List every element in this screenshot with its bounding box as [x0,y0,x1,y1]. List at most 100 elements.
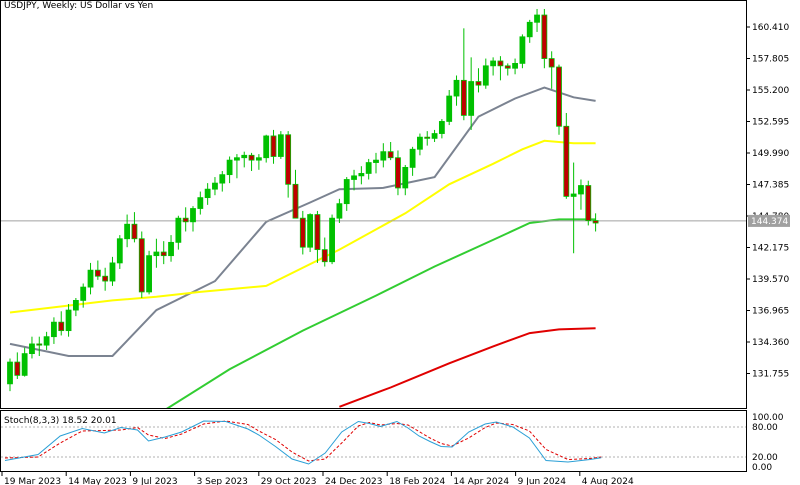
price-tick-label: 147.385 [752,181,789,191]
candle-body [270,135,277,157]
candle-body [314,214,321,251]
moving-averages [1,86,746,408]
candle-body [351,175,357,180]
candle-body [329,217,335,263]
stoch-lines [4,420,602,465]
price-tick-label: 142.175 [752,244,789,254]
candle-body [219,174,226,184]
candle-body [548,58,555,68]
candle-body [285,134,292,185]
candle-body [160,251,167,257]
candle-body [80,286,87,301]
candle-body [402,166,409,189]
candle-body [131,223,138,240]
candle-body [578,185,584,195]
current-price-badge [748,214,790,227]
date-tick-label: 29 Oct 2023 [261,477,317,485]
candle-body [146,255,152,293]
candle-body [168,241,174,257]
candle-body [446,95,453,122]
candle-body [468,81,475,116]
date-tick-label: 14 Apr 2024 [453,477,509,485]
stoch-main-line [4,420,602,465]
stoch-label: Stoch(8,3,3) 18.52 20.01 [4,416,117,426]
price-tick-label: 152.595 [752,118,789,128]
stoch-level-label: 0.00 [752,463,772,473]
candle-body [475,81,482,86]
candle-body [175,217,182,243]
candle-body [255,157,262,161]
candle-body [226,159,233,176]
candle-body [43,336,50,346]
main-plot-frame [0,0,747,409]
candle-body [438,121,445,134]
candle-body [512,62,518,69]
candle-body [519,36,526,64]
candle-body [36,343,43,346]
stoch-level-label: 100.00 [752,413,784,423]
price-tick-label: 134.360 [752,338,789,348]
candle-body [534,14,540,23]
candle-body [190,208,196,223]
date-tick-label: 18 Feb 2024 [389,477,445,485]
candle-body [592,220,599,224]
candle-body [497,60,504,67]
candle-body [212,182,218,190]
candles [7,8,599,392]
date-tick-label: 9 Jul 2023 [132,477,177,485]
date-tick-label: 19 Mar 2023 [4,477,61,485]
candle-body [14,361,21,376]
candle-body [409,148,416,168]
date-tick-label: 3 Sep 2023 [197,477,248,485]
stoch-level-label: 80.00 [752,423,778,433]
candle-body [299,217,306,248]
candle-body [109,262,116,282]
axes: 160.410 157.805 155.200 152.595 149.990 147.3… [1,23,790,485]
candle-body [424,136,431,139]
candle-body [277,134,284,157]
candle-body [197,197,204,209]
candle-body [556,66,562,127]
candle-body [116,238,123,264]
candle-body [58,321,65,332]
price-tick-label: 139.570 [752,275,789,285]
candle-body [87,269,94,288]
stoch-level-label: 20.00 [752,453,778,463]
candle-body [490,60,497,67]
candle-body [263,135,270,159]
candle-body [138,238,145,293]
stoch-signal-line [4,420,602,462]
candle-body [380,151,387,161]
candle-body [358,173,365,177]
date-tick-label: 4 Aug 2024 [582,477,634,485]
candle-body [373,159,379,163]
price-tick-label: 131.755 [752,370,789,380]
candle-body [204,188,211,199]
candle-body [460,79,467,116]
price-tick-label: 136.965 [752,307,789,317]
price-tick-label: 155.200 [752,86,789,96]
candle-body [51,321,57,338]
candle-body [7,361,13,385]
price-tick-label: 149.990 [752,149,789,159]
stoch-plot-frame [0,410,747,472]
candle-body [387,151,394,159]
date-tick-label: 24 Dec 2023 [325,477,383,485]
candle-body [343,179,350,205]
candle-body [292,183,299,219]
candle-body [102,275,109,282]
series-ma-yellow [9,139,596,314]
candle-body [94,269,101,277]
candle-body [563,125,570,197]
candle-body [570,193,577,197]
candle-body [504,65,511,69]
candle-body [241,154,248,159]
candle-body [248,154,255,161]
date-tick-label: 9 Jun 2024 [518,477,567,485]
candle-body [526,21,533,38]
candle-body [365,162,372,174]
current-price-label: 144.374 [751,217,788,227]
candle-body [431,133,438,139]
stochastic-oscillator [1,420,746,465]
